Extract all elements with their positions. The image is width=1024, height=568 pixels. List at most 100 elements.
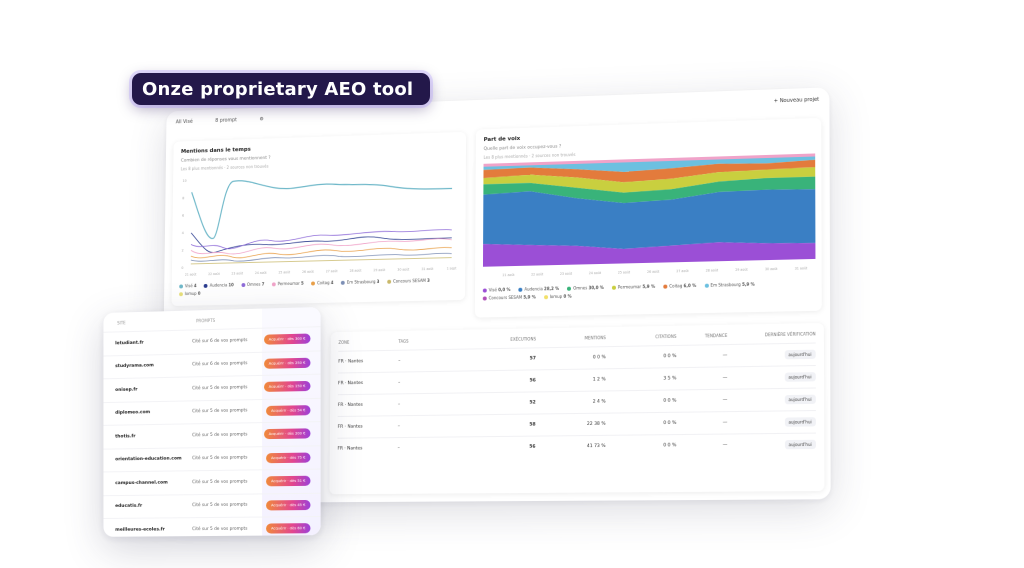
share-area-chart: 21 août 22 août 23 août 24 août 25 août 26 ao… bbox=[483, 153, 816, 280]
share-legend-label: Audencia bbox=[524, 286, 544, 291]
mentions-y-tick: 8 bbox=[182, 196, 184, 200]
share-legend-item[interactable]: Visé 0,0 % bbox=[483, 287, 511, 293]
settings-icon[interactable]: ⚙ bbox=[260, 116, 264, 122]
mentions-legend-swatch bbox=[241, 283, 245, 287]
source-row[interactable]: educatis.fr Cité sur 5 de vos prompts Acqu… bbox=[103, 492, 320, 518]
acquire-button[interactable]: Acquérir · dès 75 € bbox=[266, 452, 310, 463]
share-x-tick: 24 août bbox=[589, 271, 602, 275]
source-site[interactable]: campus-channel.com bbox=[115, 480, 192, 486]
share-x-tick: 23 août bbox=[560, 272, 573, 276]
share-legend-item[interactable]: Concours SESAM 5,9 % bbox=[483, 294, 536, 300]
acquire-button[interactable]: Acquérir · dès 54 € bbox=[266, 405, 310, 416]
acquire-button[interactable]: Acquérir · dès 51 € bbox=[266, 476, 310, 487]
source-row[interactable]: meilleures-ecoles.fr Cité sur 5 de vos pr… bbox=[103, 516, 320, 537]
acquire-button[interactable]: Acquérir · dès 60 € bbox=[266, 523, 310, 533]
headline-badge: Onze proprietary AEO tool bbox=[132, 73, 430, 105]
acquire-button[interactable]: Acquérir · dès 45 € bbox=[266, 500, 310, 511]
share-x-tick: 31 août bbox=[795, 266, 808, 270]
share-legend-item[interactable]: Em Strasbourg 5,9 % bbox=[704, 282, 754, 288]
sources-col-site[interactable]: Site bbox=[117, 318, 196, 325]
col-zone[interactable]: Zone bbox=[338, 339, 398, 345]
mentions-y-tick: 4 bbox=[182, 231, 184, 235]
cell-tags: – bbox=[398, 423, 467, 429]
cell-tags: – bbox=[398, 379, 467, 385]
source-site[interactable]: meilleures-ecoles.fr bbox=[115, 527, 192, 533]
mentions-legend-item[interactable]: Coitag 4 bbox=[311, 280, 333, 285]
share-legend-item[interactable]: Omnes 30,0 % bbox=[567, 285, 604, 291]
cell-tags: – bbox=[398, 358, 466, 364]
cell-executions: 58 bbox=[466, 423, 535, 429]
mentions-legend-value: 7 bbox=[262, 282, 265, 287]
share-legend-label: Permeumar bbox=[618, 284, 643, 290]
last-check-badge: aujourd'hui bbox=[784, 394, 816, 404]
mentions-legend-label: Iomup bbox=[185, 291, 198, 296]
source-row[interactable]: orientation-education.com Cité sur 5 de v… bbox=[103, 445, 320, 472]
source-citation-count: Cité sur 5 de vos prompts bbox=[192, 526, 266, 532]
source-site[interactable]: letudiant.fr bbox=[115, 339, 192, 346]
share-legend-item[interactable]: Permeumar 5,9 % bbox=[612, 284, 655, 290]
prompt-filter[interactable]: 8 prompt bbox=[215, 117, 237, 124]
mentions-x-tick: 29 août bbox=[373, 268, 386, 272]
mentions-legend-value: 4 bbox=[331, 280, 334, 285]
col-executions[interactable]: Exécutions bbox=[467, 336, 536, 342]
share-legend-swatch bbox=[483, 289, 487, 293]
cell-zone: FR · Nantes bbox=[338, 402, 398, 408]
col-last-check[interactable]: Dernière vérification bbox=[727, 331, 815, 338]
cell-mentions: 0 0 % bbox=[536, 355, 606, 361]
acquire-button[interactable]: Acquérir · dès 150 € bbox=[264, 381, 311, 392]
share-legend-item[interactable]: Coitag 6,0 % bbox=[663, 283, 696, 289]
source-citation-count: Cité sur 5 de vos prompts bbox=[192, 455, 266, 461]
mentions-series-line[interactable] bbox=[191, 174, 452, 239]
acquire-button[interactable]: Acquérir · dès 300 € bbox=[264, 334, 311, 345]
mentions-x-tick: 1 sept bbox=[447, 266, 458, 270]
share-legend-item[interactable]: Iomup 0 % bbox=[544, 294, 572, 300]
mentions-legend-label: Permeumar bbox=[278, 281, 301, 286]
table-row[interactable]: FR · Nantes – 56 41 73 % 0 0 % — aujourd'hui bbox=[337, 433, 816, 460]
source-row[interactable]: campus-channel.com Cité sur 5 de vos prom… bbox=[103, 469, 320, 495]
mentions-legend-item[interactable]: Em Strasbourg 3 bbox=[341, 279, 379, 285]
mentions-legend-item[interactable]: Concours SESAM 3 bbox=[387, 278, 430, 284]
source-site[interactable]: orientation-education.com bbox=[115, 457, 192, 463]
share-legend-value: 28,2 % bbox=[544, 286, 559, 291]
share-legend-value: 6,0 % bbox=[684, 283, 697, 288]
cell-mentions: 41 73 % bbox=[536, 444, 606, 450]
new-project-button[interactable]: + Nouveau projet bbox=[774, 97, 819, 105]
share-of-voice-panel: Part de voix Quelle part de voix occupez… bbox=[475, 118, 822, 318]
cell-citations: 0 0 % bbox=[606, 354, 677, 360]
source-site[interactable]: thotis.fr bbox=[115, 433, 192, 439]
sources-col-prompts[interactable]: Prompts bbox=[196, 318, 215, 324]
acquire-button[interactable]: Acquérir · dès 200 € bbox=[264, 429, 311, 440]
share-x-tick: 25 août bbox=[618, 270, 631, 274]
col-mentions[interactable]: Mentions bbox=[536, 335, 606, 341]
workspace-selector[interactable]: All Visé bbox=[176, 119, 193, 125]
acquire-button[interactable]: Acquérir · dès 250 € bbox=[264, 357, 311, 368]
mentions-x-tick: 26 août bbox=[302, 270, 315, 274]
share-legend-label: Omnes bbox=[573, 285, 588, 290]
share-legend-value: 5,9 % bbox=[523, 294, 535, 299]
cell-last-check: aujourd'hui bbox=[727, 396, 816, 403]
share-x-tick: 27 août bbox=[676, 269, 689, 273]
last-check-badge: aujourd'hui bbox=[784, 439, 816, 449]
mentions-x-tick: 22 août bbox=[208, 272, 220, 276]
source-site[interactable]: educatis.fr bbox=[115, 503, 192, 509]
mentions-legend-value: 3 bbox=[427, 278, 430, 283]
mentions-legend-item[interactable]: Permeumar 5 bbox=[272, 281, 304, 287]
table-body: FR · Nantes –57 0 0 % 0 0 % — aujourd'hui FR ·… bbox=[337, 343, 816, 460]
col-trend[interactable]: Tendance bbox=[676, 333, 727, 339]
mentions-series-line[interactable] bbox=[191, 258, 452, 264]
mentions-x-tick: 28 août bbox=[350, 269, 363, 273]
mentions-x-tick: 27 août bbox=[326, 269, 339, 273]
mentions-legend-item[interactable]: Audencia 10 bbox=[204, 282, 234, 288]
mentions-legend-item[interactable]: Visé 4 bbox=[179, 283, 196, 288]
source-row[interactable]: thotis.fr Cité sur 5 de vos prompts Acquér… bbox=[103, 421, 320, 448]
mentions-legend-item[interactable]: Omnes 7 bbox=[241, 282, 264, 287]
mentions-legend-item[interactable]: Iomup 0 bbox=[179, 291, 200, 296]
mentions-legend-value: 5 bbox=[301, 281, 304, 286]
source-site[interactable]: diplomeo.com bbox=[115, 410, 192, 416]
col-citations[interactable]: Citations bbox=[606, 334, 677, 340]
source-site[interactable]: onisep.fr bbox=[115, 386, 192, 393]
share-legend-swatch bbox=[704, 284, 708, 288]
share-legend-item[interactable]: Audencia 28,2 % bbox=[518, 286, 559, 292]
source-site[interactable]: studyrama.com bbox=[115, 363, 192, 370]
col-tags[interactable]: Tags bbox=[398, 338, 466, 344]
